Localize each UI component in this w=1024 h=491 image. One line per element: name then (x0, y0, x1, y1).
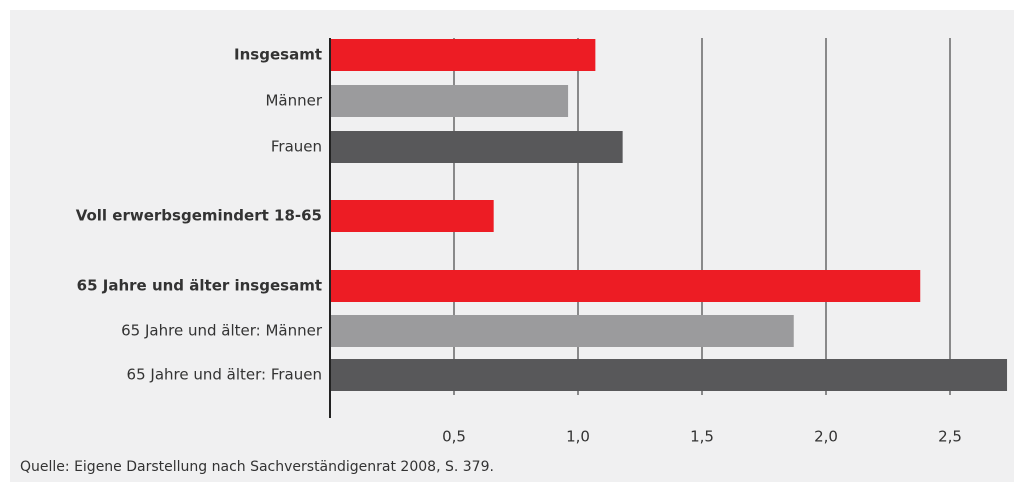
bar (330, 359, 1008, 391)
bar (330, 131, 623, 163)
y-tick-label: 65 Jahre und älter: Frauen (127, 366, 322, 384)
bar (330, 270, 921, 302)
bar (330, 200, 494, 232)
x-tick-label: 1,0 (566, 428, 590, 446)
bar (330, 85, 569, 117)
y-tick-label: 65 Jahre und älter insgesamt (77, 277, 322, 295)
x-tick-label: 1,5 (690, 428, 714, 446)
x-tick-label: 2,0 (814, 428, 838, 446)
y-tick-label: Voll erwerbsgemindert 18-65 (76, 207, 322, 225)
source-note: Quelle: Eigene Darstellung nach Sachvers… (20, 459, 494, 475)
x-tick-label: 2,5 (938, 428, 962, 446)
y-tick-label: Männer (265, 92, 322, 110)
bar (330, 39, 596, 71)
y-tick-label: 65 Jahre und älter: Männer (121, 322, 323, 340)
y-tick-label: Insgesamt (234, 46, 322, 64)
x-tick-label: 0,5 (442, 428, 466, 446)
panel (10, 10, 1014, 482)
bar (330, 315, 794, 347)
y-tick-label: Frauen (271, 138, 322, 156)
